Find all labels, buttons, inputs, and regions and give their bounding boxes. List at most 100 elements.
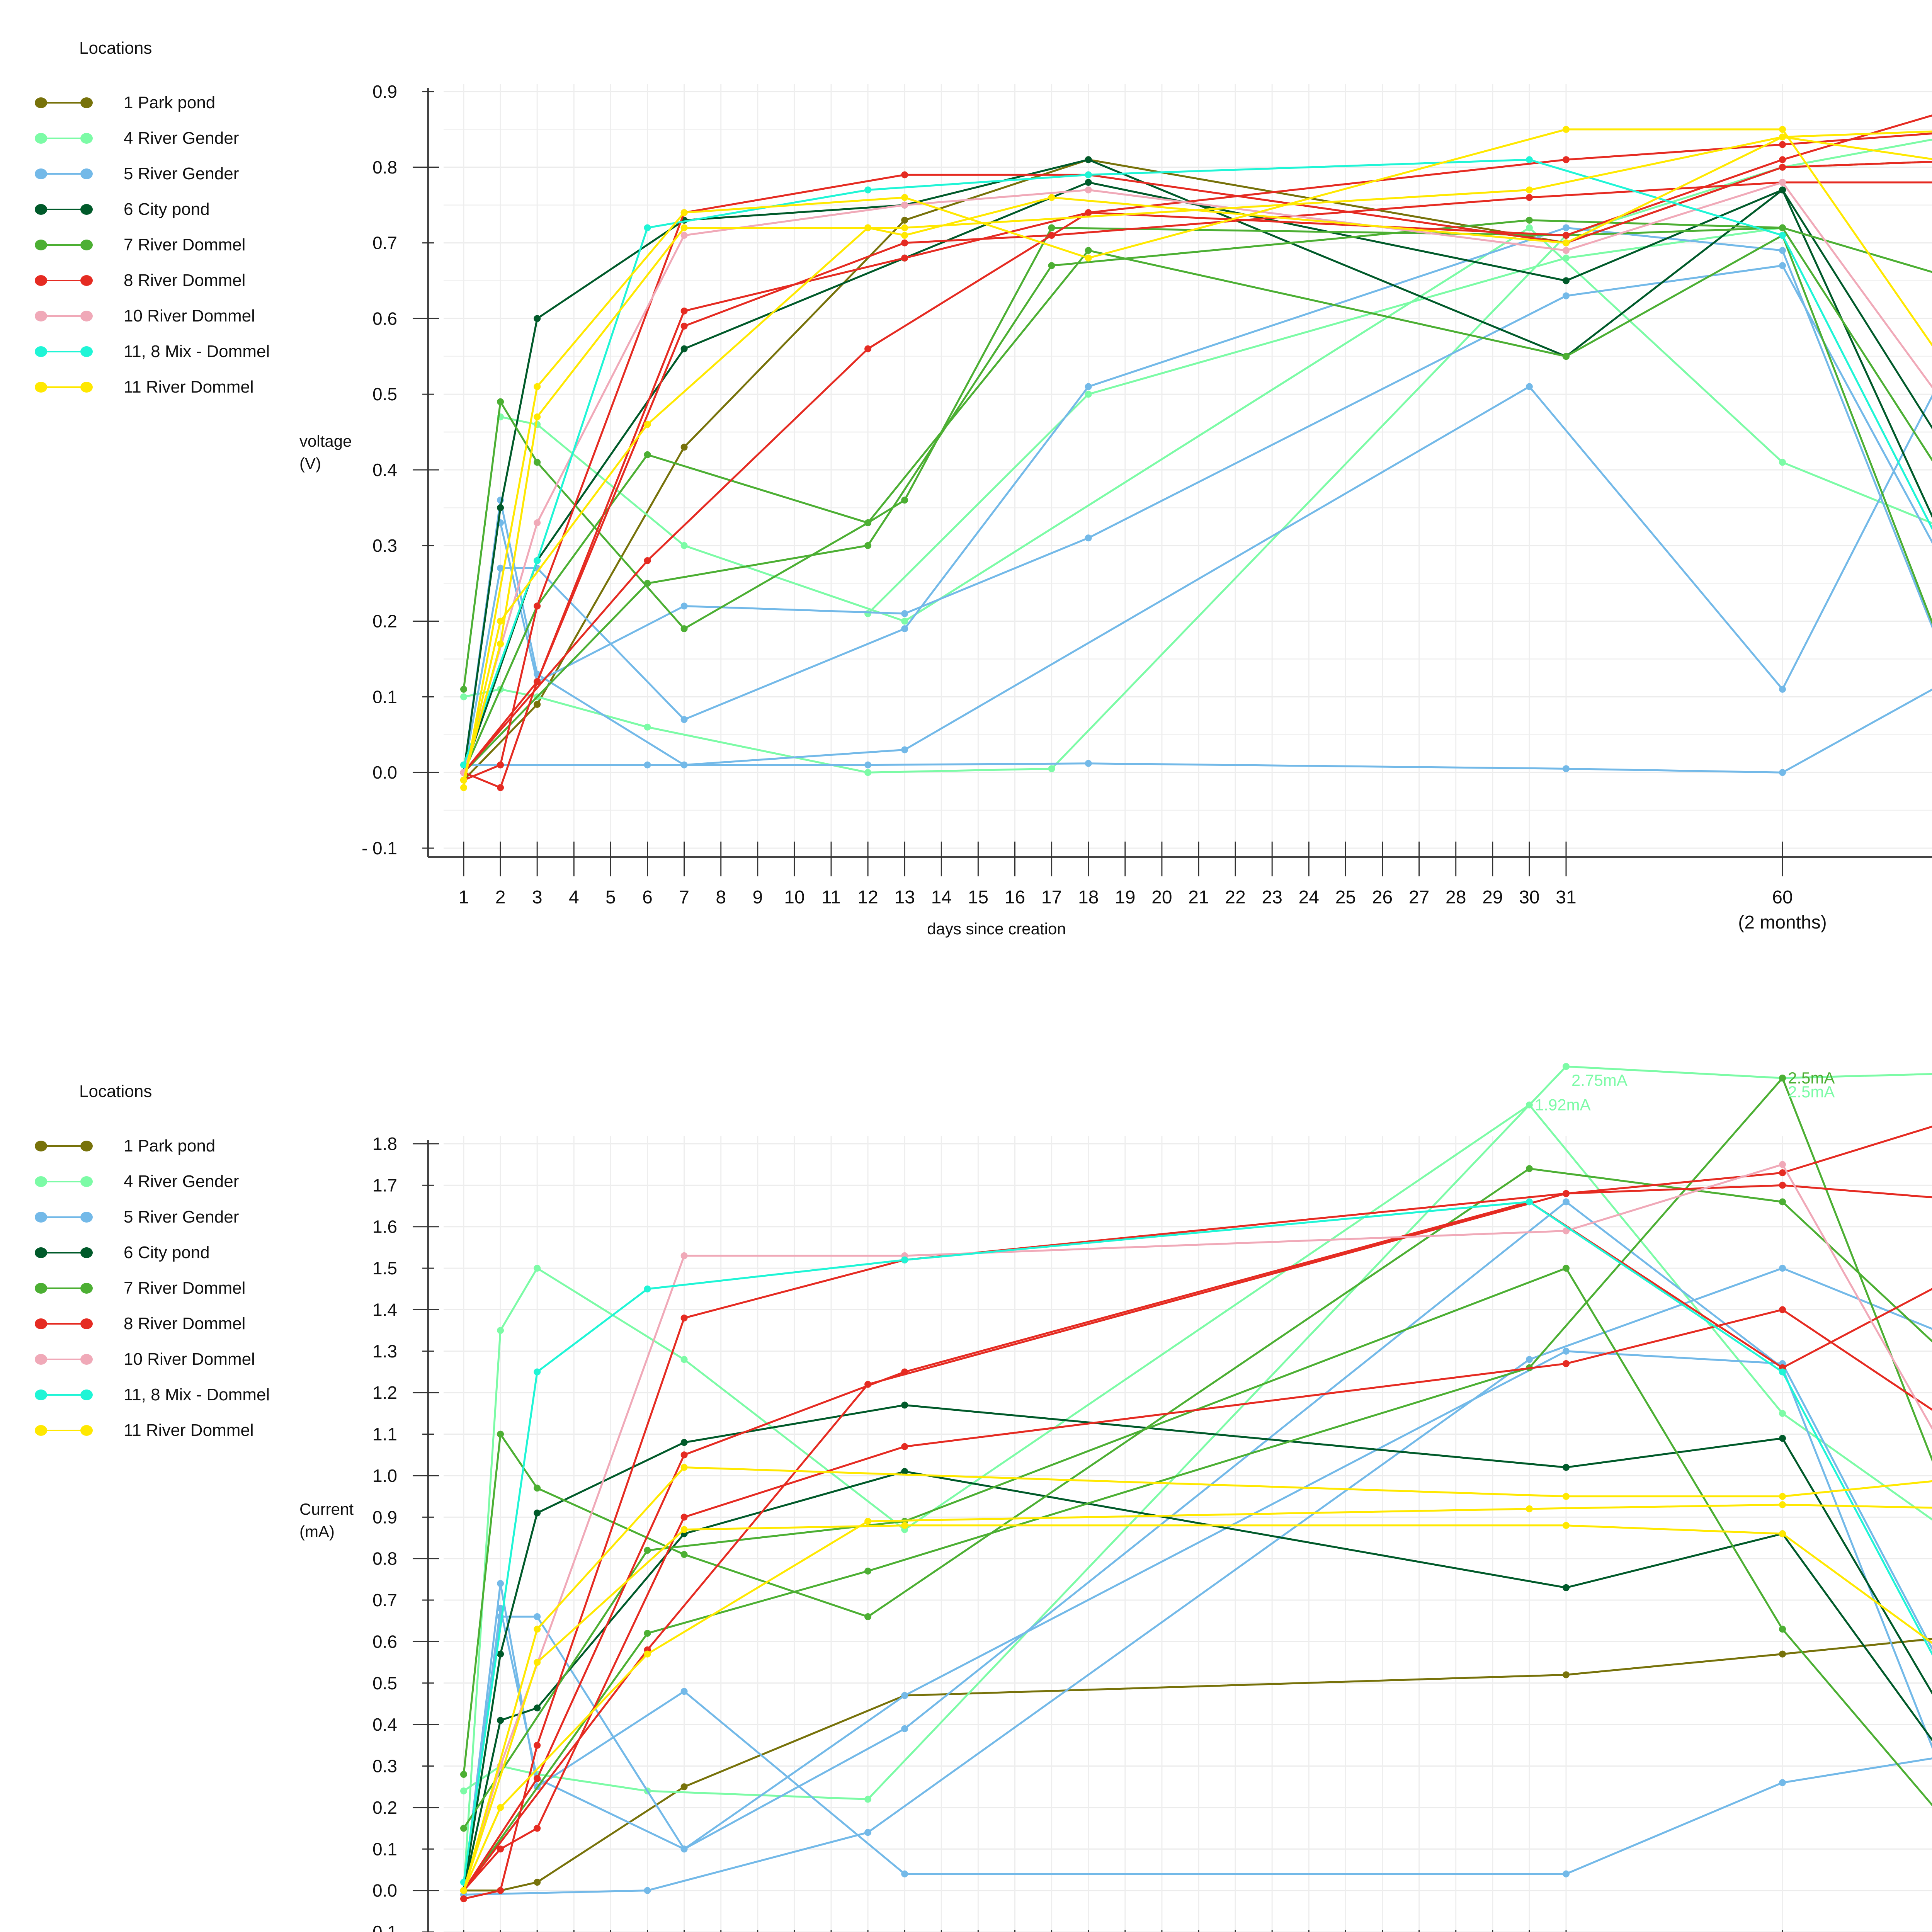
y-tick-label: 0.6 [372, 1631, 397, 1651]
data-point [1779, 1306, 1786, 1313]
legend-label: 6 City pond [124, 200, 210, 219]
data-point [1563, 1870, 1570, 1878]
data-point [497, 1887, 504, 1894]
data-point [1563, 1522, 1570, 1529]
data-point [1085, 760, 1092, 767]
series-path [463, 226, 1932, 773]
series-line [460, 216, 1932, 776]
data-point [460, 1787, 467, 1794]
x-tick-label: 19 [1115, 887, 1135, 908]
legend-line-marker-icon [35, 308, 93, 324]
series-line [460, 133, 1932, 784]
current-chart: - 0.1 0.0 0.1 0.2 0.3 0.4 0.5 0.6 0.7 0.8 0.9 1.0 1.… [299, 1063, 1932, 1932]
y-tick-label: 1.7 [372, 1175, 397, 1195]
x-tick-label: 17 [1041, 887, 1062, 908]
y-tick-label: 0.4 [372, 1714, 397, 1735]
data-point [497, 398, 504, 405]
x-tick-label: 31 [1556, 887, 1576, 908]
x-tick-label: 9 [752, 887, 763, 908]
x-tick-label: 29 [1482, 887, 1503, 908]
legend-line-marker-icon [35, 1245, 93, 1260]
series-line [460, 1638, 1932, 1894]
data-point [1048, 194, 1055, 201]
y-tick-label: - 0.1 [362, 838, 397, 858]
legend-label: 4 River Gender [124, 1172, 239, 1191]
data-point [534, 1825, 541, 1832]
data-point [644, 1285, 651, 1293]
y-tick-label: 0.5 [372, 384, 397, 404]
y-tick-label: 0.7 [372, 233, 397, 253]
x-tick-label: 15 [968, 887, 988, 908]
data-point [864, 761, 872, 769]
data-point [680, 602, 688, 610]
data-point [497, 1430, 504, 1438]
data-point [1563, 156, 1570, 163]
data-point [901, 201, 908, 209]
y-tick-label: 0.1 [372, 1839, 397, 1859]
data-point [644, 224, 651, 231]
series-line [460, 1501, 1932, 1894]
series-line [460, 114, 1932, 791]
x-tick-label: 14 [931, 887, 952, 908]
data-point [497, 1717, 504, 1724]
legend-label: 4 River Gender [124, 129, 239, 148]
legend-title: Locations [79, 39, 152, 58]
data-point [1779, 1182, 1786, 1189]
legend-item: 4 River Gender [35, 121, 270, 156]
legend-item: 8 River Dommel [35, 263, 270, 298]
data-point [534, 1368, 541, 1376]
data-point [1779, 224, 1786, 231]
x-tick-label: 16 [1005, 887, 1025, 908]
data-point [1779, 1198, 1786, 1206]
x-tick-label: 23 [1262, 887, 1282, 908]
legend-label: 1 Park pond [124, 1136, 216, 1155]
data-point [534, 315, 541, 322]
data-point [497, 1327, 504, 1334]
data-point [680, 1451, 688, 1459]
data-annotation: 1.92mA [1535, 1096, 1591, 1114]
data-point [460, 1895, 467, 1903]
legend-line-marker-icon [35, 131, 93, 146]
data-point [680, 1464, 688, 1471]
data-annotation: 2.75mA [1571, 1071, 1628, 1089]
x-tick-label: 60 [1772, 887, 1793, 908]
legend-label: 1 Park pond [124, 93, 216, 112]
legend-line-marker-icon [35, 1387, 93, 1403]
data-point [864, 345, 872, 352]
legend-label: 7 River Dommel [124, 235, 246, 254]
data-point [1085, 186, 1092, 194]
series-line [460, 179, 1932, 776]
data-point [534, 1485, 541, 1492]
data-point [460, 776, 467, 784]
data-point [1563, 1347, 1570, 1355]
data-point [901, 1468, 908, 1475]
data-point [901, 224, 908, 231]
data-point [901, 625, 908, 633]
series-path [463, 1503, 1932, 1891]
data-point [460, 685, 467, 693]
data-point [534, 1879, 541, 1886]
data-point [1526, 1198, 1533, 1206]
data-point [497, 1580, 504, 1587]
series-path [463, 219, 1932, 773]
y-tick-label: 0.7 [372, 1590, 397, 1610]
legend-line-marker-icon [35, 95, 93, 111]
x-tick-label: 22 [1225, 887, 1245, 908]
data-annotation: 2.5mA [1788, 1069, 1835, 1087]
data-point [534, 678, 541, 685]
legend-line-marker-icon [35, 1423, 93, 1438]
data-point [1563, 765, 1570, 772]
data-point [680, 232, 688, 239]
data-point [497, 565, 504, 572]
y-tick-label: 0.2 [372, 611, 397, 631]
data-point [497, 1845, 504, 1853]
data-point [534, 557, 541, 564]
data-point [1526, 1101, 1533, 1109]
data-point [460, 761, 467, 769]
data-point [901, 610, 908, 617]
series-line [460, 1161, 1932, 1894]
data-point [1085, 171, 1092, 179]
y-tick-label: 1.2 [372, 1383, 397, 1403]
series-line [460, 1401, 1932, 1894]
data-point [1779, 1779, 1786, 1786]
